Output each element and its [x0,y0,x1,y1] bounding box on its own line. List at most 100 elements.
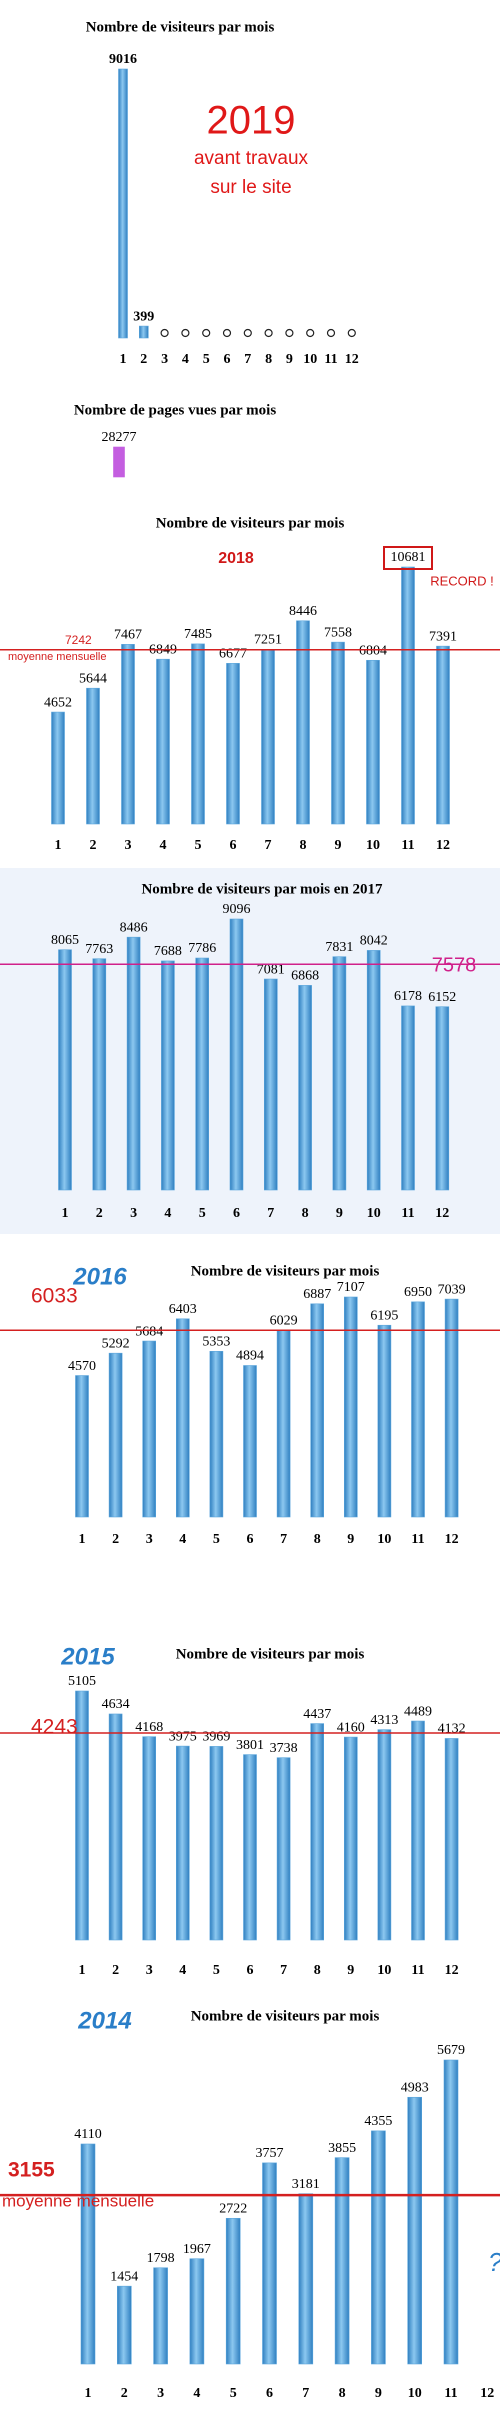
value-label: 399 [133,309,154,324]
no-data-marker [264,328,273,338]
bar [377,1729,392,1941]
x-tick-label: 8 [302,1206,309,1221]
bar [51,711,65,825]
x-tick-label: 12 [435,1206,449,1221]
bar [139,325,149,339]
value-label: 5353 [202,1335,230,1350]
value-label: 4634 [102,1697,130,1712]
bar [195,957,209,1191]
value-label: 7107 [337,1280,365,1295]
value-label: 3969 [202,1730,230,1745]
x-tick-label: 11 [411,1963,424,1978]
no-data-marker [202,328,211,338]
value-label: 9016 [109,52,137,67]
x-tick-label: 12 [345,352,359,367]
bar [263,978,278,1191]
bar [108,1352,123,1518]
x-tick-label: 12 [436,838,450,853]
x-tick-label: 11 [324,352,337,367]
value-label: 6403 [169,1302,197,1317]
x-tick-label: 12 [445,1963,459,1978]
chart-title: Nombre de visiteurs par mois [191,1263,380,1279]
x-tick-label: 1 [62,1206,69,1221]
value-label: 8486 [120,920,148,935]
bar [156,658,170,825]
average-label: moyenne mensuelle [2,2191,154,2210]
value-label: 1798 [147,2251,175,2266]
value-label: 3855 [328,2141,356,2156]
year-label: 2019 [207,99,296,143]
note: avant travaux [194,148,309,169]
bar [86,687,100,825]
x-tick-label: 7 [302,2386,309,2401]
x-tick-label: 7 [267,1206,274,1221]
value-label: 7081 [257,962,285,977]
bar [366,659,380,825]
note: sur le site [210,177,291,198]
value-label: 7688 [154,944,182,959]
x-tick-label: 8 [339,2386,346,2401]
bar [276,1330,291,1518]
no-data-marker [306,328,315,338]
bar [298,2193,314,2365]
bar [401,566,415,825]
value-label: 5644 [79,671,107,686]
bar [444,1298,459,1518]
value-label: 6950 [404,1285,432,1300]
x-tick-label: 2 [112,1963,119,1978]
bar [371,2130,386,2365]
value-label: 7391 [429,629,457,644]
chart-title: Nombre de visiteurs par mois [176,1646,365,1662]
no-data-marker [181,328,190,338]
bar [118,68,128,339]
chart-title: Nombre de pages vues par mois [74,402,277,418]
bar [310,1723,325,1941]
value-label: 4132 [438,1722,466,1737]
no-data-marker [326,328,336,338]
chart-title: Nombre de visiteurs par mois [191,2008,380,2024]
x-tick-label: 2 [140,352,147,367]
x-tick-label: 1 [120,352,127,367]
x-tick-label: 9 [347,1532,354,1547]
bar [176,1318,190,1518]
x-tick-label: 1 [55,838,62,853]
x-tick-label: 4 [160,838,167,853]
value-label: 7786 [188,941,216,956]
x-tick-label: 10 [367,1206,381,1221]
value-label: 4983 [401,2080,429,2095]
year-label: 2014 [77,2007,131,2034]
x-tick-label: 9 [375,2386,382,2401]
x-tick-label: 2 [96,1206,103,1221]
x-tick-label: 2 [121,2386,128,2401]
x-tick-label: 8 [314,1532,321,1547]
value-label: 8042 [360,934,388,949]
value-label: 2722 [219,2202,247,2217]
bar [142,1736,156,1941]
bar [411,1301,425,1518]
bar [436,645,450,825]
average-value: 4243 [31,1716,78,1739]
year-label: 2016 [72,1263,127,1290]
value-label: 3801 [236,1738,264,1753]
x-tick-label: 6 [233,1206,240,1221]
x-tick-label: 10 [377,1532,391,1547]
value-label: 1454 [110,2269,138,2284]
average-value: 3155 [8,2159,55,2182]
annotation: RECORD ! [430,573,494,588]
bar [401,1005,415,1191]
average-value: 6033 [31,1285,78,1308]
no-data-marker [243,328,252,338]
x-tick-label: 7 [244,352,251,367]
x-tick-label: 1 [79,1963,86,1978]
chart-title: Nombre de visiteurs par mois [86,19,275,35]
value-label: 4437 [303,1707,331,1722]
bar [161,960,175,1191]
year-label: 2015 [60,1643,115,1670]
x-tick-label: 10 [408,2386,422,2401]
x-tick-label: 12 [445,1532,459,1547]
x-tick-label: 9 [347,1963,354,1978]
value-label: 4355 [364,2114,392,2129]
bar [366,950,381,1191]
bar [75,1375,89,1518]
